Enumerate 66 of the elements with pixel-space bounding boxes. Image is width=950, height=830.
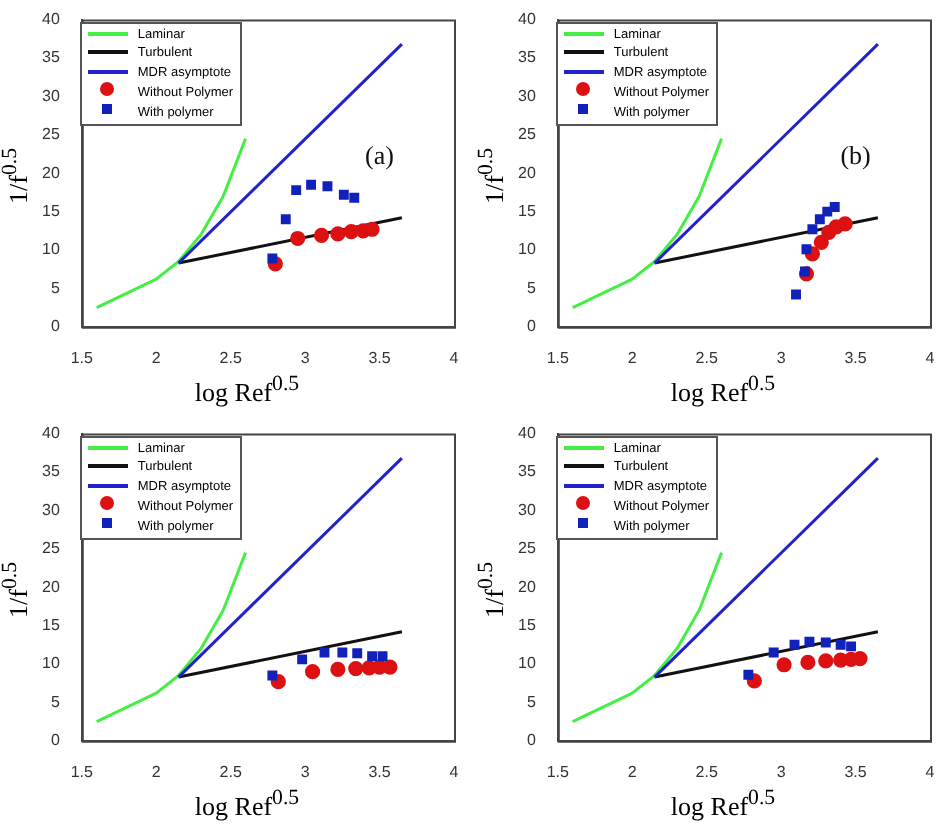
x-axis-title: log Ref$^{0.5}$ xyxy=(192,372,302,409)
x-tick-label: 2 xyxy=(627,348,638,367)
x-tick-label: 3 xyxy=(300,762,311,781)
x-tick-label: 1.5 xyxy=(546,348,571,367)
x-tick-label: 3.5 xyxy=(844,762,868,781)
x-tick-label: 4 xyxy=(925,762,936,781)
y-tick-label: 30 xyxy=(41,86,61,105)
y-tick-label: 0 xyxy=(526,731,537,750)
y-tick-label: 40 xyxy=(41,10,61,29)
y-tick-label: 10 xyxy=(517,240,537,259)
x-tick-label: 4 xyxy=(449,762,460,781)
y-tick-label: 5 xyxy=(526,278,537,297)
x-tick-label: 2 xyxy=(151,762,162,781)
x-tick-label: 2.5 xyxy=(695,762,719,781)
y-tick-label: 35 xyxy=(41,462,61,481)
y-tick-label: 40 xyxy=(517,10,537,29)
x-tick-label: 2 xyxy=(627,762,638,781)
x-tick-label: 1.5 xyxy=(546,762,571,781)
y-tick-label: 25 xyxy=(41,125,61,144)
y-tick-label: 30 xyxy=(517,86,537,105)
y-tick-label: 25 xyxy=(517,125,537,144)
x-tick-label: 2.5 xyxy=(219,762,243,781)
y-tick-label: 10 xyxy=(517,654,537,673)
y-tick-label: 15 xyxy=(41,616,61,635)
y-tick-label: 0 xyxy=(50,731,61,750)
y-tick-label: 25 xyxy=(41,539,61,558)
x-axis-title: log Ref$^{0.5}$ xyxy=(668,786,778,823)
y-tick-label: 0 xyxy=(526,317,537,336)
x-tick-label: 1.5 xyxy=(70,348,95,367)
y-tick-label: 20 xyxy=(517,577,537,596)
y-tick-label: 20 xyxy=(41,163,61,182)
y-tick-label: 40 xyxy=(41,424,61,443)
y-tick-label: 35 xyxy=(517,462,537,481)
y-tick-label: 20 xyxy=(41,577,61,596)
y-tick-label: 5 xyxy=(526,692,537,711)
x-axis-title: log Ref$^{0.5}$ xyxy=(668,372,778,409)
x-tick-label: 2 xyxy=(151,348,162,367)
y-tick-label: 15 xyxy=(41,202,61,221)
x-axis-title: log Ref$^{0.5}$ xyxy=(192,786,302,823)
x-tick-label: 3.5 xyxy=(844,348,868,367)
y-tick-label: 30 xyxy=(517,500,537,519)
y-tick-label: 25 xyxy=(517,539,537,558)
y-tick-label: 5 xyxy=(50,692,61,711)
y-tick-label: 0 xyxy=(50,317,61,336)
y-tick-label: 5 xyxy=(50,278,61,297)
annotation: (a) xyxy=(365,139,394,170)
y-tick-label: 15 xyxy=(517,616,537,635)
annotation: (b) xyxy=(840,139,871,170)
x-tick-label: 3 xyxy=(300,348,311,367)
x-tick-label: 2.5 xyxy=(219,348,243,367)
x-tick-label: 4 xyxy=(925,348,936,367)
x-tick-label: 2.5 xyxy=(695,348,719,367)
x-tick-label: 3 xyxy=(776,762,787,781)
y-tick-label: 15 xyxy=(517,202,537,221)
x-tick-label: 3.5 xyxy=(368,348,392,367)
x-tick-label: 3 xyxy=(776,348,787,367)
x-tick-label: 1.5 xyxy=(70,762,95,781)
x-tick-label: 3.5 xyxy=(368,762,392,781)
y-tick-label: 35 xyxy=(41,48,61,67)
y-tick-label: 40 xyxy=(517,424,537,443)
y-tick-label: 35 xyxy=(517,48,537,67)
y-tick-label: 10 xyxy=(41,240,61,259)
y-tick-label: 10 xyxy=(41,654,61,673)
y-tick-label: 30 xyxy=(41,500,61,519)
x-tick-label: 4 xyxy=(449,348,460,367)
y-tick-label: 20 xyxy=(517,163,537,182)
